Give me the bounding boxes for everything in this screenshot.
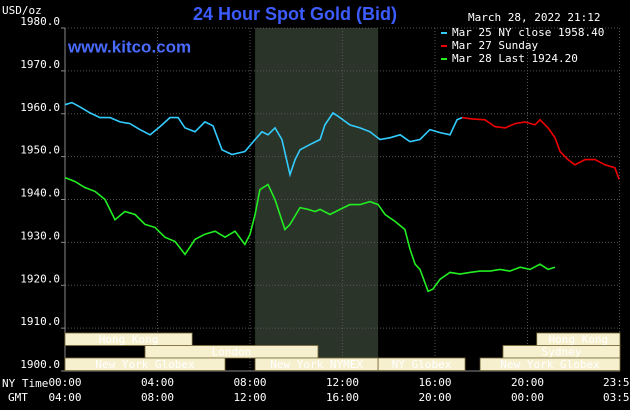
x-tick-label: 04:00 <box>141 376 174 389</box>
session-box <box>377 357 466 371</box>
x-axis-label: NY Time <box>2 377 48 390</box>
session-label: New York NYMEX <box>270 358 363 371</box>
y-tick-label: 1950.0 <box>20 144 60 157</box>
session-label: Sydney <box>542 345 582 358</box>
y-tick-label: 1930.0 <box>20 229 60 242</box>
session-label: New York Globex <box>500 358 600 371</box>
session-label: New York Globex <box>95 358 195 371</box>
price-line <box>64 101 463 178</box>
session-label: Hong Kong <box>549 333 609 346</box>
x-tick-label: 23:59 <box>603 376 630 389</box>
y-tick-label: 1960.0 <box>20 101 60 114</box>
x-tick-label: 16:00 <box>418 376 451 389</box>
x-tick-label: 00:00 <box>48 376 81 389</box>
legend-label: Mar 27 Sunday <box>452 39 538 52</box>
session-box <box>144 345 319 359</box>
session-box <box>479 357 621 371</box>
x-tick-label: 12:00 <box>326 376 359 389</box>
x2-tick-label: 04:00 <box>48 391 81 404</box>
x2-tick-label: 03:59 <box>603 391 630 404</box>
y-tick-label: 1980.0 <box>20 15 60 28</box>
chart-title: 24 Hour Spot Gold (Bid) <box>193 4 397 24</box>
y-tick-label: 1920.0 <box>20 272 60 285</box>
session-label: Hong Kong <box>99 333 159 346</box>
session-box <box>64 332 193 346</box>
x2-tick-label: 00:00 <box>511 391 544 404</box>
price-line <box>64 176 556 293</box>
x2-tick-label: 16:00 <box>326 391 359 404</box>
x2-tick-label: 12:00 <box>233 391 266 404</box>
x2-tick-label: 08:00 <box>141 391 174 404</box>
y-tick-label: 1910.0 <box>20 315 60 328</box>
timestamp: March 28, 2022 21:12 <box>468 11 600 24</box>
x-tick-label: 08:00 <box>233 376 266 389</box>
x2-axis-label: GMT <box>8 391 28 404</box>
legend-label: Mar 28 Last 1924.20 <box>452 52 578 65</box>
x2-tick-label: 20:00 <box>418 391 451 404</box>
session-box <box>64 357 226 371</box>
price-line <box>461 116 620 180</box>
legend-label: Mar 25 NY close 1958.40 <box>452 26 604 39</box>
watermark: www.kitco.com <box>67 37 191 56</box>
y-tick-label: 1900.0 <box>20 358 60 371</box>
session-label: NY Globex <box>392 358 452 371</box>
y-axis-label: USD/oz <box>2 4 42 17</box>
x-tick-label: 20:00 <box>511 376 544 389</box>
y-tick-label: 1940.0 <box>20 187 60 200</box>
session-label: London <box>212 345 252 358</box>
y-tick-label: 1970.0 <box>20 58 60 71</box>
